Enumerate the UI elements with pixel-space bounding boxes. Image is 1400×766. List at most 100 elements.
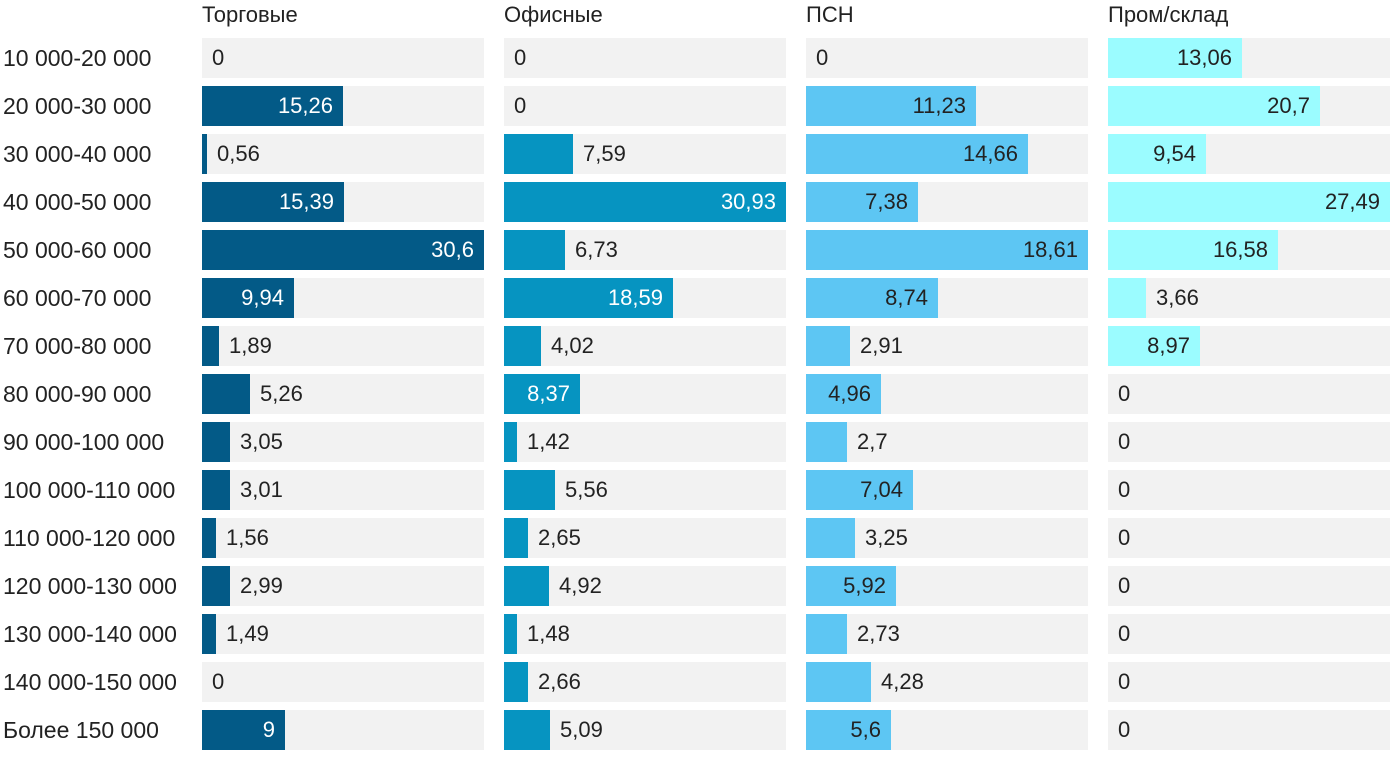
value-label: 7,38 bbox=[865, 189, 908, 214]
bar bbox=[1108, 38, 1242, 78]
value-label: 2,73 bbox=[857, 621, 900, 646]
bar-track: 2,7 bbox=[806, 422, 1088, 462]
bar bbox=[202, 710, 285, 750]
bar bbox=[504, 182, 786, 222]
bar bbox=[202, 134, 207, 174]
value-label: 2,99 bbox=[240, 573, 283, 598]
value-label: 9,94 bbox=[241, 285, 284, 310]
bar-track: 8,37 bbox=[504, 374, 786, 414]
bar-track: 0 bbox=[1108, 710, 1390, 750]
bar bbox=[1108, 230, 1278, 270]
bar-track: 13,06 bbox=[1108, 38, 1390, 78]
value-label: 18,59 bbox=[607, 285, 663, 310]
bar bbox=[504, 230, 565, 270]
bar-track: 2,99 bbox=[202, 566, 484, 606]
bar-track: 2,73 bbox=[806, 614, 1088, 654]
value-label: 2,65 bbox=[538, 525, 581, 550]
bar-track: 0 bbox=[1108, 518, 1390, 558]
bar-track: 5,92 bbox=[806, 566, 1088, 606]
bar bbox=[806, 518, 855, 558]
row-label: 110 000-120 000 bbox=[3, 525, 176, 551]
row-label: 40 000-50 000 bbox=[3, 189, 152, 215]
row-label: 70 000-80 000 bbox=[3, 333, 152, 359]
value-label: 4,28 bbox=[881, 669, 924, 694]
value-label: 15,39 bbox=[278, 189, 334, 214]
bar bbox=[202, 470, 230, 510]
bar bbox=[806, 134, 1028, 174]
bar-track: 2,65 bbox=[504, 518, 786, 558]
bar-track: 30,6 bbox=[202, 230, 484, 270]
row-label: 10 000-20 000 bbox=[3, 45, 152, 71]
bar-track: 0 bbox=[504, 86, 786, 126]
row-label: Более 150 000 bbox=[3, 717, 159, 743]
value-label: 3,05 bbox=[240, 429, 283, 454]
value-label: 5,56 bbox=[565, 477, 608, 502]
panel-title: Пром/склад bbox=[1108, 2, 1229, 27]
value-label: 20,7 bbox=[1267, 93, 1310, 118]
bar-track: 0 bbox=[504, 38, 786, 78]
bar-track: 8,97 bbox=[1108, 326, 1390, 366]
panel-title: Торговые bbox=[202, 2, 298, 27]
bar-track: 2,66 bbox=[504, 662, 786, 702]
value-label: 4,02 bbox=[551, 333, 594, 358]
bar bbox=[504, 518, 528, 558]
bar-track: 5,56 bbox=[504, 470, 786, 510]
value-label: 14,66 bbox=[962, 141, 1018, 166]
bar bbox=[202, 230, 484, 270]
value-label: 0 bbox=[1118, 573, 1131, 598]
bar-track: 7,04 bbox=[806, 470, 1088, 510]
bar bbox=[202, 86, 343, 126]
bar-track: 1,89 bbox=[202, 326, 484, 366]
bar bbox=[1108, 278, 1146, 318]
bar bbox=[202, 614, 216, 654]
value-label: 2,7 bbox=[857, 429, 888, 454]
bar-track: 0 bbox=[1108, 422, 1390, 462]
value-label: 30,93 bbox=[720, 189, 776, 214]
bar-track: 20,7 bbox=[1108, 86, 1390, 126]
row-label: 30 000-40 000 bbox=[3, 141, 152, 167]
value-label: 27,49 bbox=[1324, 189, 1380, 214]
bar bbox=[806, 662, 871, 702]
row-label: 80 000-90 000 bbox=[3, 381, 152, 407]
bar-track: 14,66 bbox=[806, 134, 1088, 174]
value-label: 11,23 bbox=[912, 93, 966, 118]
row-label: 50 000-60 000 bbox=[3, 237, 152, 263]
bar-track: 5,09 bbox=[504, 710, 786, 750]
bar bbox=[806, 566, 896, 606]
bar bbox=[504, 422, 517, 462]
bar bbox=[202, 326, 219, 366]
bar bbox=[504, 566, 549, 606]
bar-track: 11,23 bbox=[806, 86, 1088, 126]
value-label: 9 bbox=[262, 717, 275, 742]
value-label: 1,56 bbox=[226, 525, 269, 550]
value-label: 2,66 bbox=[538, 669, 581, 694]
bar-track: 1,48 bbox=[504, 614, 786, 654]
value-label: 18,61 bbox=[1022, 237, 1078, 262]
bar bbox=[202, 182, 344, 222]
row-label: 20 000-30 000 bbox=[3, 93, 152, 119]
bar-track: 0 bbox=[1108, 566, 1390, 606]
bar-track: 1,56 bbox=[202, 518, 484, 558]
value-label: 3,01 bbox=[240, 477, 283, 502]
value-label: 4,96 bbox=[828, 381, 871, 406]
bar-track: 0 bbox=[202, 38, 484, 78]
value-label: 0 bbox=[1118, 525, 1131, 550]
bar bbox=[202, 422, 230, 462]
bar-track: 3,05 bbox=[202, 422, 484, 462]
bar bbox=[504, 374, 580, 414]
value-label: 0 bbox=[1118, 477, 1131, 502]
value-label: 0 bbox=[212, 669, 225, 694]
value-label: 8,74 bbox=[885, 285, 928, 310]
value-label: 1,42 bbox=[527, 429, 570, 454]
bar-track: 0 bbox=[1108, 374, 1390, 414]
bar-track: 0 bbox=[1108, 662, 1390, 702]
bar bbox=[504, 710, 550, 750]
value-label: 0 bbox=[514, 93, 527, 118]
bar-track: 4,02 bbox=[504, 326, 786, 366]
bar bbox=[1108, 86, 1320, 126]
value-label: 16,58 bbox=[1212, 237, 1268, 262]
bar-track: 1,49 bbox=[202, 614, 484, 654]
bar bbox=[806, 182, 918, 222]
row-label: 90 000-100 000 bbox=[3, 429, 165, 455]
